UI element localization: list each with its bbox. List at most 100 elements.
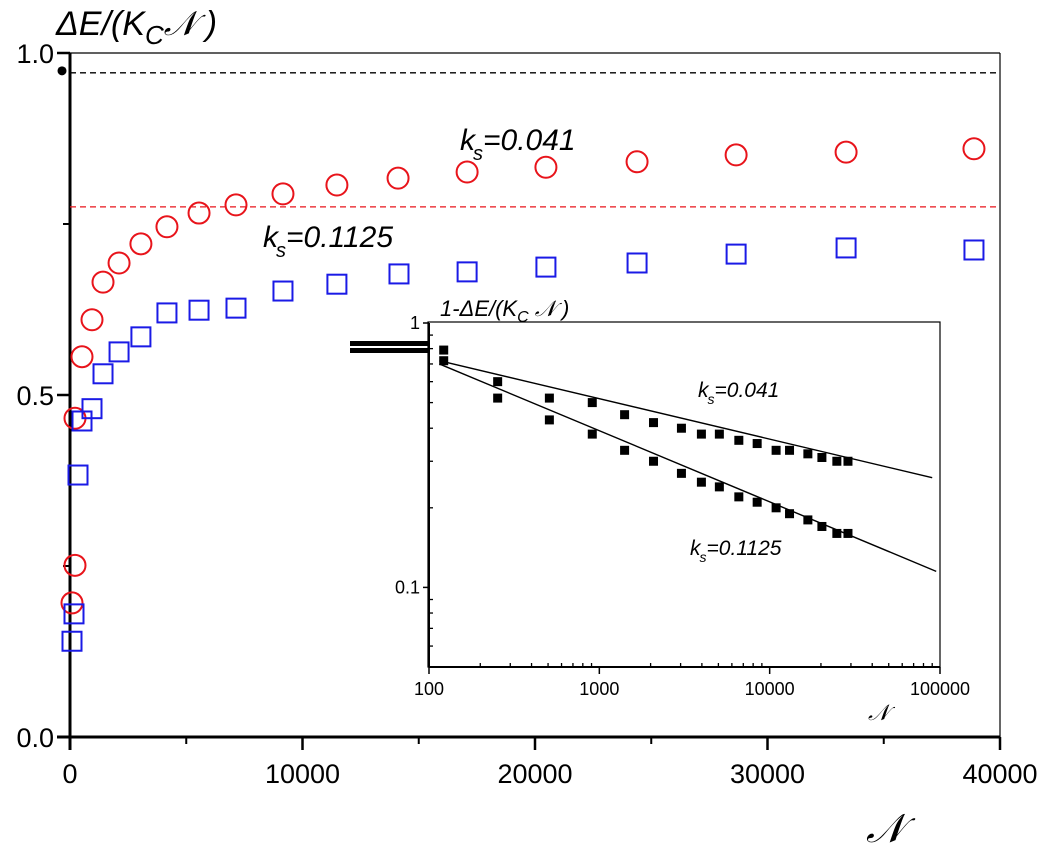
inset-data-point <box>734 492 744 502</box>
inset-data-point <box>439 356 449 366</box>
inset-data-point <box>771 445 781 455</box>
inset-connector-bar <box>350 341 428 346</box>
inset-chart: 100 1000 10000 100000 0.1 1 1-ΔE/(KC 𝒩 ) 𝒩 ks… <box>350 296 970 725</box>
inset-data-point <box>649 456 659 466</box>
x-tick-label: 20000 <box>497 759 572 789</box>
inset-data-point <box>817 452 827 462</box>
inset-data-point <box>544 415 554 425</box>
inset-data-point <box>620 445 630 455</box>
data-point-square <box>188 299 210 321</box>
inset-title: 1-ΔE/(KC 𝒩 ) <box>440 296 569 326</box>
inset-data-point <box>803 515 813 525</box>
main-series <box>60 137 986 652</box>
inset-data-point <box>544 393 554 403</box>
inset-data-point <box>785 445 795 455</box>
data-point-circle <box>70 345 94 369</box>
x-tick-label: 10000 <box>265 759 340 789</box>
data-point-square <box>81 398 103 420</box>
inset-data-point <box>714 482 724 492</box>
data-point-circle <box>325 173 349 197</box>
data-point-circle <box>625 150 649 174</box>
annotation-ks-01125: ks=0.1125 <box>263 221 393 262</box>
data-point-square <box>92 363 114 385</box>
data-point-square <box>456 261 478 283</box>
inset-data-point <box>493 377 503 387</box>
data-point-circle <box>107 251 131 275</box>
inset-x-axis-title: 𝒩 <box>868 700 896 725</box>
inset-data-point <box>843 456 853 466</box>
inset-data-point <box>714 429 724 439</box>
inset-data-point <box>649 418 659 428</box>
inset-data-point <box>587 429 597 439</box>
data-point-square <box>326 273 348 295</box>
data-point-square <box>63 603 85 625</box>
inset-data-point <box>785 509 795 519</box>
inset-data-point <box>752 439 762 449</box>
y-tick-label: 1.0 <box>16 39 54 69</box>
data-point-circle <box>60 591 84 615</box>
data-point-circle <box>271 182 295 206</box>
inset-x-tick-label: 100000 <box>910 679 970 699</box>
data-point-square <box>67 464 89 486</box>
data-point-circle <box>91 270 115 294</box>
inset-annotation-ks-0041: ks=0.041 <box>698 379 779 407</box>
data-point-circle <box>455 160 479 184</box>
data-point-square <box>725 243 747 265</box>
inset-data-point <box>676 468 686 478</box>
origin-dot-marker <box>57 66 67 76</box>
data-point-circle <box>63 553 87 577</box>
inset-data-point <box>832 456 842 466</box>
inset-annotation-ks-01125: ks=0.1125 <box>690 537 782 565</box>
data-point-square <box>963 239 985 261</box>
inset-x-tick-label: 10000 <box>745 679 795 699</box>
x-tick-label: 30000 <box>730 759 805 789</box>
data-point-square <box>626 252 648 274</box>
inset-data-point <box>832 528 842 538</box>
inset-y-tick-label: 0.1 <box>395 577 420 597</box>
inset-data-point <box>620 410 630 420</box>
inset-axes: 100 1000 10000 100000 0.1 1 <box>395 313 970 699</box>
data-point-square <box>388 263 410 285</box>
data-point-square <box>108 341 130 363</box>
inset-data-point <box>439 345 449 355</box>
data-point-square <box>61 630 83 652</box>
main-axes: 0 10000 20000 30000 40000 0.0 0.5 1.0 <box>16 39 1037 789</box>
data-point-circle <box>80 308 104 332</box>
data-point-circle <box>834 140 858 164</box>
data-point-square <box>156 302 178 324</box>
x-tick-label: 40000 <box>962 759 1037 789</box>
inset-data-point <box>734 435 744 445</box>
inset-fit-line <box>439 363 937 573</box>
inset-data-point <box>803 449 813 459</box>
data-point-circle <box>962 137 986 161</box>
data-point-square <box>225 297 247 319</box>
y-tick-label: 0.0 <box>16 723 54 753</box>
inset-data-point <box>752 497 762 507</box>
data-point-square <box>535 256 557 278</box>
y-axis-title: ΔE/(KC𝒩 ) <box>55 5 217 50</box>
inset-frame <box>427 321 941 668</box>
data-point-square <box>130 326 152 348</box>
inset-data-point <box>696 477 706 487</box>
data-point-square <box>272 280 294 302</box>
inset-connector-bar <box>350 348 428 353</box>
data-point-circle <box>386 166 410 190</box>
y-tick-label: 0.5 <box>16 381 54 411</box>
inset-y-tick-label: 1 <box>410 313 420 333</box>
inset-data-point <box>771 503 781 513</box>
inset-series <box>439 345 937 573</box>
data-point-circle <box>129 232 153 256</box>
data-point-circle <box>724 143 748 167</box>
inset-data-point <box>676 423 686 433</box>
x-tick-label: 0 <box>62 759 77 789</box>
inset-data-point <box>817 521 827 531</box>
inset-data-point <box>696 429 706 439</box>
data-point-square <box>835 237 857 259</box>
data-point-circle <box>155 215 179 239</box>
data-point-circle <box>224 193 248 217</box>
inset-x-tick-label: 1000 <box>579 679 619 699</box>
inset-data-point <box>843 528 853 538</box>
inset-x-tick-label: 100 <box>414 679 444 699</box>
inset-data-point <box>493 393 503 403</box>
